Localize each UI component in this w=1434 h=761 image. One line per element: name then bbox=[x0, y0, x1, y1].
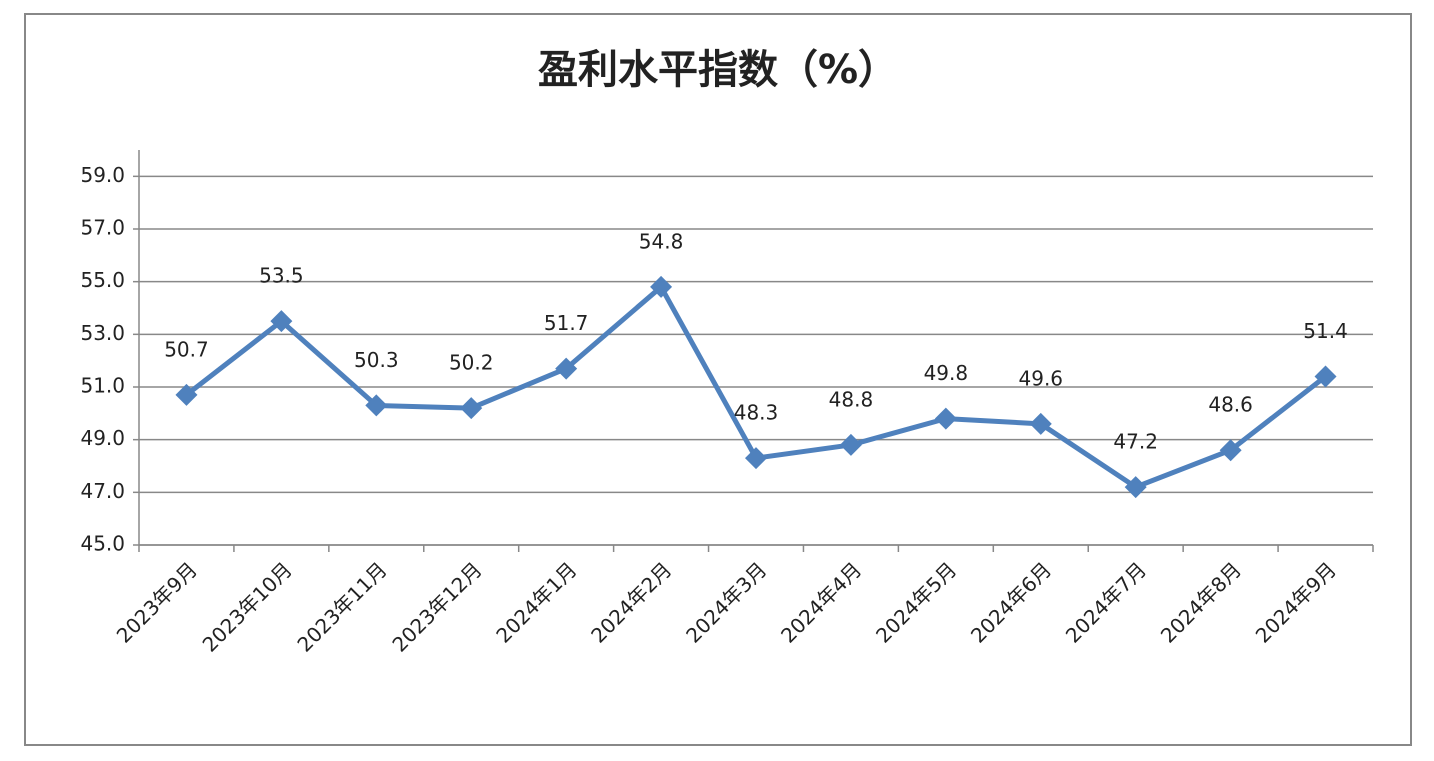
data-point bbox=[175, 383, 198, 406]
data-point bbox=[555, 357, 578, 380]
y-tick-label: 59.0 bbox=[80, 163, 125, 187]
y-tick-label: 47.0 bbox=[80, 479, 125, 503]
data-point bbox=[1219, 439, 1242, 462]
data-point bbox=[1029, 412, 1052, 435]
y-tick-label: 57.0 bbox=[80, 216, 125, 240]
data-label: 50.7 bbox=[164, 337, 209, 361]
data-label: 51.4 bbox=[1303, 319, 1348, 343]
data-point bbox=[650, 275, 673, 298]
data-label: 48.8 bbox=[829, 387, 874, 411]
data-point bbox=[745, 447, 767, 470]
chart-border bbox=[24, 13, 1412, 746]
y-tick-label: 53.0 bbox=[80, 321, 125, 345]
data-point bbox=[270, 310, 293, 333]
y-tick-label: 51.0 bbox=[80, 374, 125, 398]
data-label: 48.6 bbox=[1208, 393, 1253, 417]
y-tick-label: 55.0 bbox=[80, 268, 125, 292]
data-label: 53.5 bbox=[259, 264, 304, 288]
data-label: 54.8 bbox=[639, 229, 684, 253]
data-label: 50.2 bbox=[449, 351, 494, 375]
data-label: 49.6 bbox=[1019, 366, 1064, 390]
data-label: 51.7 bbox=[544, 311, 589, 335]
data-label: 48.3 bbox=[734, 401, 779, 425]
data-label: 50.3 bbox=[354, 348, 399, 372]
data-point bbox=[839, 433, 862, 456]
data-point bbox=[460, 397, 483, 420]
y-tick-label: 45.0 bbox=[80, 532, 125, 556]
data-label: 47.2 bbox=[1113, 430, 1158, 454]
data-point bbox=[365, 394, 388, 417]
chart-title: 盈利水平指数（%） bbox=[538, 47, 898, 93]
data-point bbox=[1124, 476, 1147, 499]
data-label: 49.8 bbox=[924, 361, 969, 385]
data-point bbox=[934, 407, 957, 430]
y-tick-label: 49.0 bbox=[80, 426, 125, 450]
data-point bbox=[1314, 365, 1337, 388]
